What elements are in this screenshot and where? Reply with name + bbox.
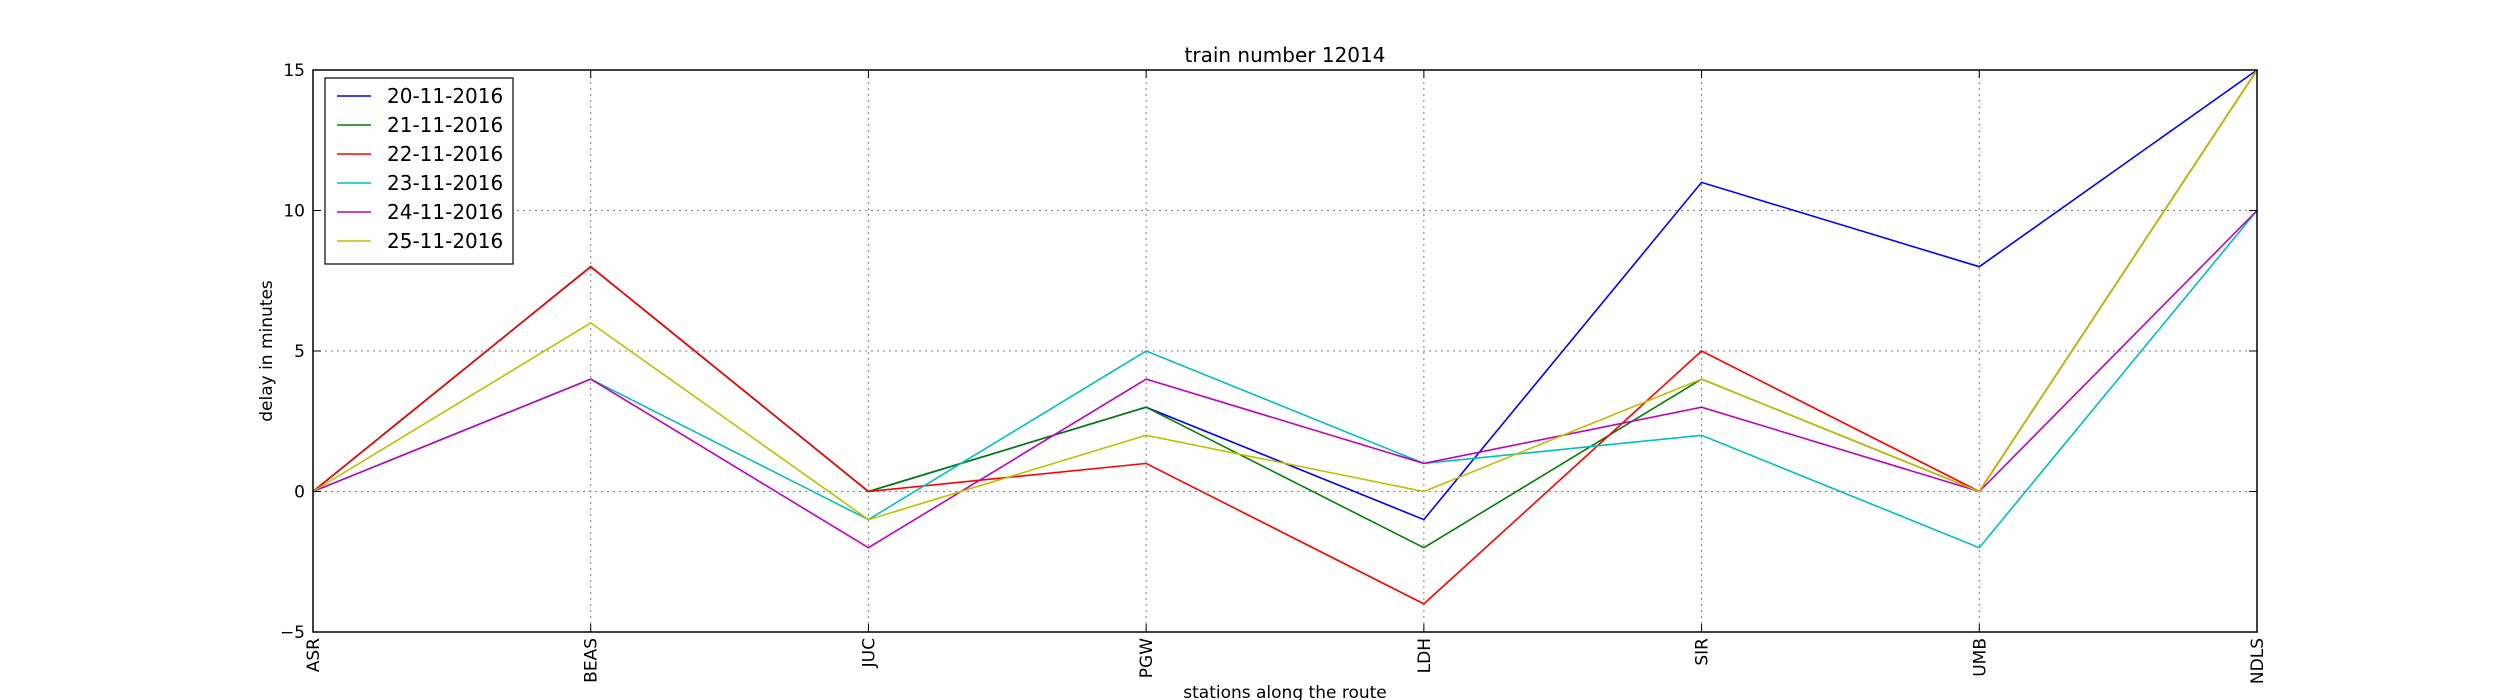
series-line	[312, 209, 2258, 549]
grid-lines	[313, 70, 2257, 632]
legend-entry: 25-11-2016	[387, 229, 503, 253]
x-tick-label: SIR	[1693, 638, 1713, 666]
series-line	[312, 209, 2258, 549]
legend-entry: 20-11-2016	[387, 84, 503, 108]
y-tick-label: 5	[294, 342, 305, 362]
series-lines	[312, 69, 2258, 605]
x-axis-label: stations along the route	[1183, 683, 1387, 700]
series-line	[312, 69, 2258, 605]
x-tick-label: ASR	[304, 638, 324, 672]
y-tick-label: 15	[283, 61, 305, 81]
x-tick-label: UMB	[1970, 638, 1990, 677]
chart-title: train number 12014	[1185, 43, 1386, 67]
legend: 20-11-2016 21-11-2016 22-11-2016 23-11-2016…	[324, 77, 514, 265]
legend-entry: 22-11-2016	[387, 142, 503, 166]
legend-box	[324, 77, 514, 265]
y-tick-label: 10	[283, 202, 305, 222]
x-tick-label: NDLS	[2248, 638, 2268, 684]
legend-entry: 21-11-2016	[387, 113, 503, 137]
series-line	[312, 69, 2258, 521]
x-tick-label: BEAS	[582, 638, 602, 683]
y-tick-label: 0	[294, 483, 305, 503]
legend-entry: 23-11-2016	[387, 171, 503, 195]
x-tick-label: LDH	[1415, 638, 1435, 673]
legend-entry: 24-11-2016	[387, 200, 503, 224]
x-tick-label: JUC	[859, 638, 879, 668]
axis-ticks: ASR BEAS JUC PGW LDH SIR UMB NDLS −5 0 5 10 15	[280, 61, 2268, 684]
y-axis-label: delay in minutes	[257, 280, 277, 422]
y-tick-label: −5	[280, 623, 305, 643]
x-tick-label: PGW	[1137, 638, 1157, 678]
